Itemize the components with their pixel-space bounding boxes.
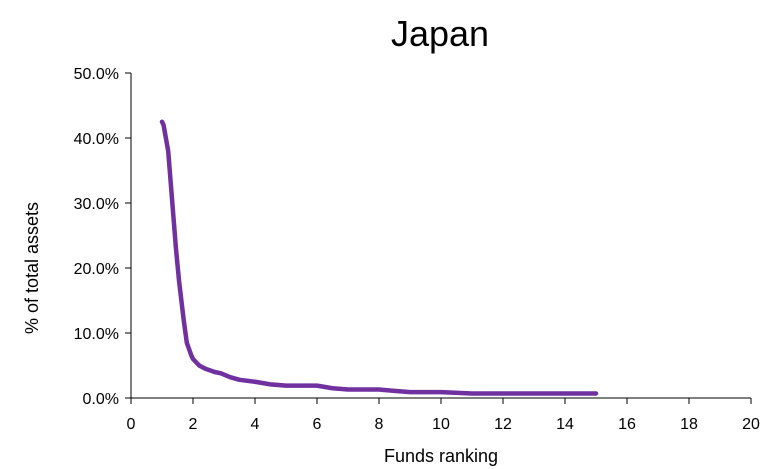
x-tick-label: 20: [742, 416, 760, 433]
x-tick-label: 0: [127, 416, 136, 433]
x-tick-label: 4: [251, 416, 260, 433]
x-tick-label: 12: [494, 416, 512, 433]
x-tick-label: 18: [680, 416, 698, 433]
x-axis-title: Funds ranking: [384, 446, 498, 466]
y-tick-label: 0.0%: [83, 391, 119, 408]
y-tick-label: 50.0%: [74, 66, 119, 83]
chart-title: Japan: [391, 13, 489, 54]
y-axis-title: % of total assets: [22, 202, 42, 334]
y-axis-ticks: 0.0% 10.0% 20.0% 30.0% 40.0% 50.0%: [74, 66, 131, 408]
series-layer: [159, 119, 599, 396]
x-tick-label: 8: [375, 416, 384, 433]
x-tick-label: 14: [556, 416, 574, 433]
x-tick-label: 10: [432, 416, 450, 433]
series-line-0: [159, 119, 599, 396]
y-tick-label: 20.0%: [74, 261, 119, 278]
x-tick-label: 16: [618, 416, 636, 433]
y-tick-label: 40.0%: [74, 131, 119, 148]
x-axis-ticks: 0 2 4 6 8 10 12 14 16 18 20: [127, 398, 760, 433]
x-tick-label: 6: [313, 416, 322, 433]
y-tick-label: 10.0%: [74, 326, 119, 343]
y-tick-label: 30.0%: [74, 196, 119, 213]
x-tick-label: 2: [189, 416, 198, 433]
